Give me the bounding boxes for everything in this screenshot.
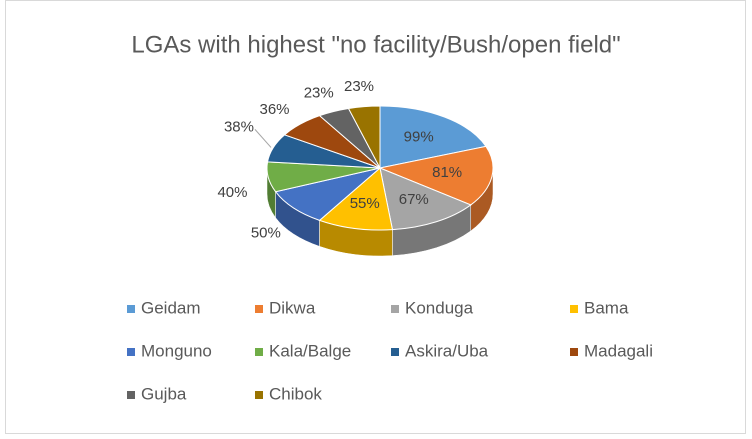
legend-swatch <box>391 305 399 313</box>
pie-slice <box>379 105 487 169</box>
legend-swatch <box>570 305 578 313</box>
legend-label: Madagali <box>584 341 653 360</box>
legend-swatch <box>255 391 263 399</box>
legend-swatch <box>391 348 399 356</box>
legend-label: Kala/Balge <box>269 341 351 360</box>
data-label: 81% <box>432 164 462 181</box>
legend-swatch <box>255 305 263 313</box>
legend-label: Dikwa <box>269 298 316 317</box>
data-label: 67% <box>399 191 429 208</box>
data-label: 23% <box>344 78 374 95</box>
legend-swatch <box>255 348 263 356</box>
legend-swatch <box>127 348 135 356</box>
leader-line <box>254 129 272 148</box>
legend-label: Askira/Uba <box>405 341 489 360</box>
pie-slice <box>379 167 472 231</box>
legend-label: Chibok <box>269 384 322 403</box>
pie-slice <box>347 105 381 169</box>
data-label: 55% <box>350 195 380 212</box>
legend-label: Monguno <box>141 341 212 360</box>
legend-label: Geidam <box>141 298 201 317</box>
data-label: 99% <box>404 128 434 145</box>
data-label: 38% <box>224 118 254 135</box>
legend-swatch <box>570 348 578 356</box>
pie-slice <box>378 145 494 206</box>
legend-label: Bama <box>584 298 629 317</box>
data-label: 36% <box>260 101 290 118</box>
data-label: 40% <box>217 184 247 201</box>
legend-label: Gujba <box>141 384 187 403</box>
legend-swatch <box>127 305 135 313</box>
pie-slice <box>318 167 394 231</box>
chart-title: LGAs with highest "no facility/Bush/open… <box>131 31 620 58</box>
data-label: 50% <box>251 225 281 242</box>
legend-swatch <box>127 391 135 399</box>
legend-label: Konduga <box>405 298 474 317</box>
data-label: 23% <box>304 84 334 101</box>
